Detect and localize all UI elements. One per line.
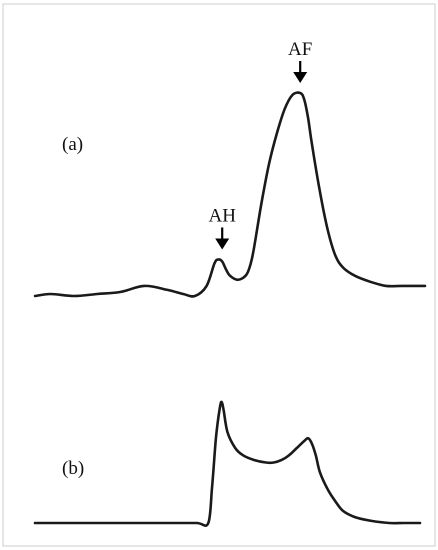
- panel-a-label: (a): [62, 134, 83, 155]
- figure-frame: [2, 3, 436, 547]
- annotation-label-af: AF: [288, 39, 312, 60]
- down-arrow-icon: [293, 72, 308, 83]
- panel-b-label: (b): [62, 458, 84, 479]
- panel-b-series-line: [33, 400, 422, 527]
- panel-b: (b): [33, 400, 422, 527]
- panel-a-annotations: AH AF: [208, 39, 312, 250]
- panel-a: (a) AH AF: [33, 39, 427, 298]
- annotation-label-ah: AH: [208, 205, 236, 226]
- down-arrow-icon: [215, 238, 230, 250]
- panel-a-series-line: [33, 91, 427, 298]
